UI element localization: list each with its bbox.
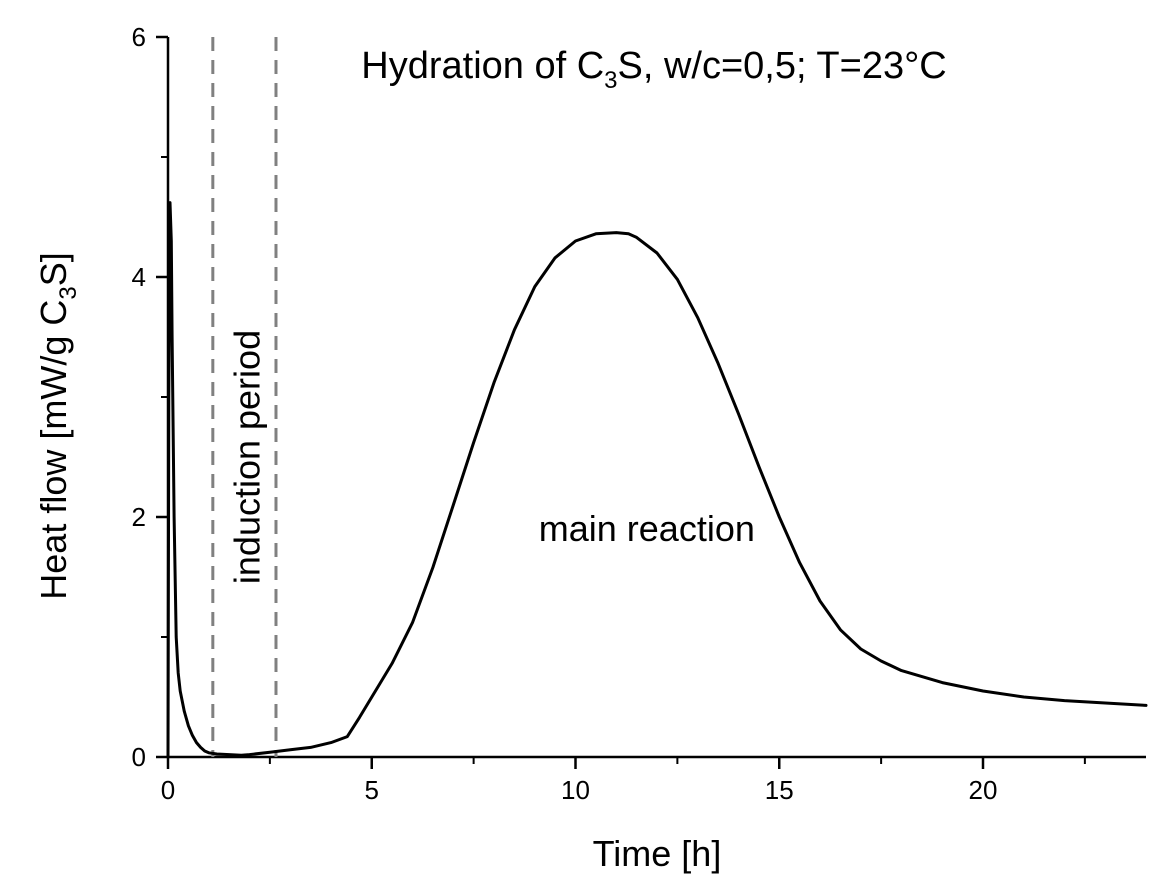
heat-flow-series-line — [166, 201, 1148, 759]
x-tick-label: 10 — [561, 775, 590, 805]
y-tick-label: 6 — [132, 22, 146, 52]
x-tick-label: 0 — [161, 775, 175, 805]
axis-ticks — [156, 35, 1086, 769]
chart-title: Hydration of C3S, w/c=0,5; T=23°C — [361, 45, 946, 94]
x-tick-label: 15 — [765, 775, 794, 805]
y-axis-title: Heat flow [mW/g C3S] — [33, 252, 82, 599]
x-tick-label: 5 — [365, 775, 379, 805]
y-tick-label: 2 — [132, 502, 146, 532]
vertical-markers — [211, 37, 278, 757]
y-tick-label: 0 — [132, 742, 146, 772]
x-tick-label: 20 — [969, 775, 998, 805]
y-tick-label: 4 — [132, 262, 146, 292]
tick-labels: 0 5 10 15 20 0 2 4 6 — [132, 22, 998, 805]
annotation-main-reaction: main reaction — [539, 508, 755, 549]
annotation-induction-period: induction period — [226, 330, 267, 584]
x-axis-title: Time [h] — [593, 833, 722, 874]
